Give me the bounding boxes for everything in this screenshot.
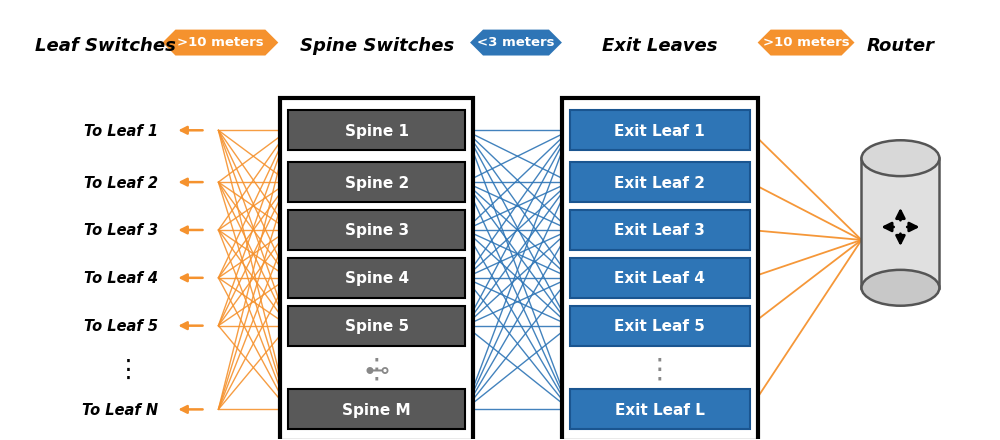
Text: Exit Leaf 5: Exit Leaf 5: [614, 319, 705, 334]
Text: Exit Leaf 3: Exit Leaf 3: [614, 224, 705, 238]
Text: Spine 4: Spine 4: [345, 271, 409, 286]
Bar: [570, 110, 750, 150]
Text: Spine 2: Spine 2: [345, 176, 409, 191]
Polygon shape: [758, 29, 855, 55]
Text: To Leaf 5: To Leaf 5: [84, 319, 158, 334]
Text: To Leaf 1: To Leaf 1: [84, 124, 158, 139]
Bar: [288, 162, 465, 202]
Text: ⊷: ⊷: [364, 358, 389, 381]
Text: To Leaf 4: To Leaf 4: [84, 271, 158, 286]
Bar: [288, 258, 465, 298]
Text: Exit Leaf 1: Exit Leaf 1: [614, 124, 705, 139]
Text: Exit Leaves: Exit Leaves: [602, 37, 718, 55]
Ellipse shape: [861, 140, 939, 176]
Text: Spine 1: Spine 1: [345, 124, 409, 139]
Text: Leaf Switches: Leaf Switches: [35, 37, 176, 55]
Text: Router: Router: [866, 37, 934, 55]
Text: Spine 3: Spine 3: [345, 224, 409, 238]
Text: Spine 5: Spine 5: [345, 319, 409, 334]
Bar: [570, 162, 750, 202]
Text: ⋮: ⋮: [646, 356, 674, 384]
Text: ⋮: ⋮: [363, 356, 391, 384]
Text: ⋮: ⋮: [116, 358, 141, 381]
Polygon shape: [162, 29, 278, 55]
Text: <3 meters: <3 meters: [477, 36, 555, 49]
Text: Exit Leaf L: Exit Leaf L: [615, 403, 705, 418]
Text: >10 meters: >10 meters: [177, 36, 264, 49]
Text: Spine M: Spine M: [342, 403, 411, 418]
Bar: [288, 210, 465, 250]
Text: Spine Switches: Spine Switches: [300, 37, 454, 55]
Text: Exit Leaf 2: Exit Leaf 2: [614, 176, 705, 191]
Bar: [288, 389, 465, 429]
Bar: [570, 258, 750, 298]
Bar: [861, 158, 939, 288]
Text: To Leaf 2: To Leaf 2: [84, 176, 158, 191]
Text: >10 meters: >10 meters: [763, 36, 849, 49]
Bar: [570, 210, 750, 250]
Text: To Leaf N: To Leaf N: [82, 403, 158, 418]
Bar: [570, 389, 750, 429]
Bar: [570, 306, 750, 345]
Ellipse shape: [861, 270, 939, 306]
Bar: [280, 99, 473, 440]
Polygon shape: [470, 29, 562, 55]
Bar: [288, 110, 465, 150]
Text: Exit Leaf 4: Exit Leaf 4: [614, 271, 705, 286]
Text: To Leaf 3: To Leaf 3: [84, 224, 158, 238]
Bar: [562, 99, 758, 440]
Bar: [288, 306, 465, 345]
